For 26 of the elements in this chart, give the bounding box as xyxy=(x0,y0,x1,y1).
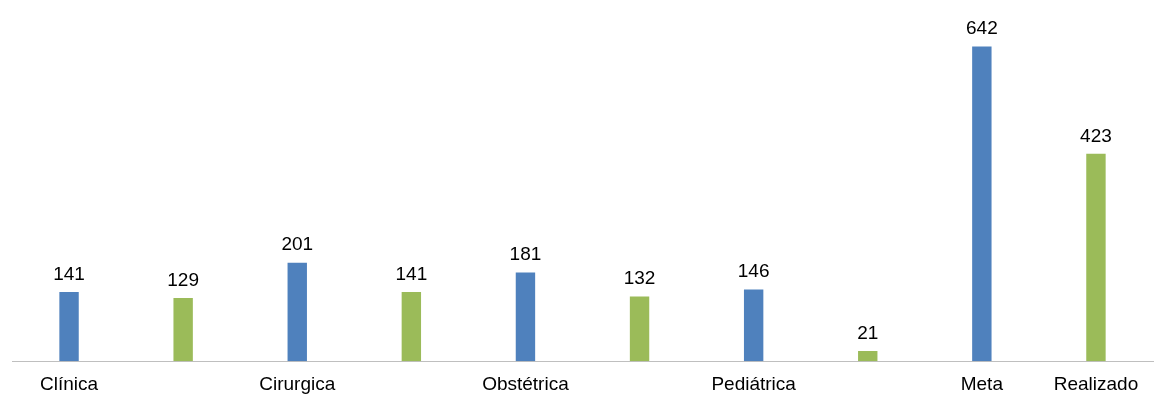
bar xyxy=(1086,153,1106,362)
data-label: 146 xyxy=(737,260,770,282)
x-tick-label: Cirurgica xyxy=(259,372,336,394)
data-label: 141 xyxy=(53,262,85,284)
data-label: 21 xyxy=(857,321,879,343)
data-label: 423 xyxy=(1080,124,1112,146)
data-label: 201 xyxy=(281,233,314,255)
data-label: 129 xyxy=(167,268,199,290)
x-tick-label: Meta xyxy=(960,372,1004,394)
bar xyxy=(858,350,878,362)
bar xyxy=(287,262,307,362)
bar xyxy=(629,296,650,362)
bar xyxy=(173,297,193,362)
data-label: 181 xyxy=(509,243,542,265)
bar xyxy=(743,289,764,362)
bar xyxy=(972,46,992,362)
data-label: 642 xyxy=(966,17,998,39)
data-label: 132 xyxy=(623,267,656,289)
x-tick-label: Clínica xyxy=(40,372,99,394)
bar xyxy=(515,272,536,362)
data-label: 141 xyxy=(395,262,428,284)
x-tick-label: Pediátrica xyxy=(711,372,797,394)
bar xyxy=(59,292,79,362)
x-tick-label: Obstétrica xyxy=(482,372,570,394)
bar xyxy=(401,292,422,362)
x-tick-label: Realizado xyxy=(1053,372,1139,394)
